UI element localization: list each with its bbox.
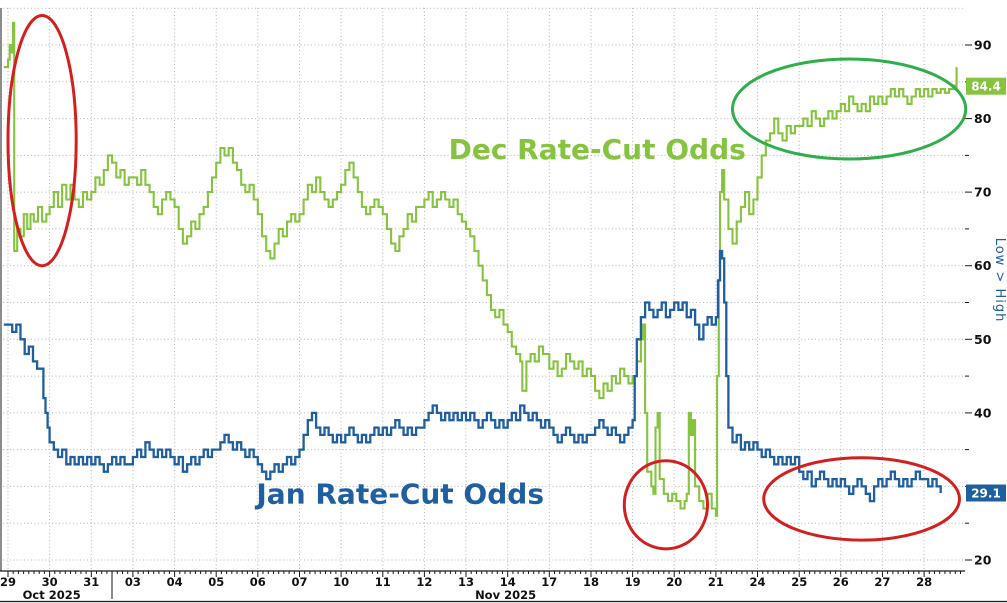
date-label: 27 (874, 575, 890, 589)
y-tick-label: 60 (974, 258, 992, 273)
date-label: 20 (666, 575, 682, 589)
last-value-badge-dec (966, 77, 1006, 95)
x-axis-labels: 29 30 31 03 04 05 06 07 10 11 12 13 14 17 18 19 20 21 24 25… (0, 575, 932, 602)
x-axis-ticks (7, 571, 961, 577)
date-label: 07 (291, 575, 307, 589)
green-circle-dec-highs (731, 57, 968, 161)
y-tick-label: 20 (974, 553, 992, 568)
y-axis-direction-label: Low > High (992, 238, 1007, 323)
date-label: 06 (250, 575, 266, 589)
y-tick-label: 70 (974, 185, 992, 200)
series-label-dec: Dec Rate-Cut Odds (449, 133, 746, 166)
month-label: Oct 2025 (23, 588, 81, 602)
y-tick-label: 90 (974, 38, 992, 53)
series-label-jan: Jan Rate-Cut Odds (254, 477, 544, 510)
red-circle-jan-lows (762, 456, 961, 542)
date-label: 17 (541, 575, 557, 589)
y-tick-label: 50 (974, 332, 992, 347)
date-label: 03 (125, 575, 141, 589)
month-label: Nov 2025 (475, 588, 536, 602)
date-label: 25 (791, 575, 807, 589)
last-value-badge-jan (966, 484, 1006, 502)
last-value-text-jan: 29.1 (971, 487, 1001, 501)
gridlines (3, 7, 965, 571)
date-label: 28 (916, 575, 932, 589)
date-label: 24 (749, 575, 765, 589)
date-label: 04 (167, 575, 183, 589)
last-value-text-dec: 84.4 (971, 80, 1001, 94)
date-label: 10 (333, 575, 349, 589)
date-label: 11 (375, 575, 391, 589)
red-circle-nov20-dip (622, 459, 710, 551)
date-label: 05 (208, 575, 224, 589)
date-label: 26 (833, 575, 849, 589)
series-line-dec (3, 21, 958, 517)
red-circle-oct29-drop (6, 14, 78, 268)
date-label: 31 (83, 575, 99, 589)
date-label: 29 (0, 575, 16, 589)
series-line-jan (3, 249, 942, 503)
date-label: 12 (416, 575, 432, 589)
date-label: 19 (625, 575, 641, 589)
date-label: 30 (42, 575, 58, 589)
y-tick-label: 40 (974, 405, 992, 420)
date-label: 13 (458, 575, 474, 589)
date-label: 21 (708, 575, 724, 589)
y-tick-label: 80 (974, 111, 992, 126)
date-label: 14 (500, 575, 516, 589)
date-label: 18 (583, 575, 599, 589)
